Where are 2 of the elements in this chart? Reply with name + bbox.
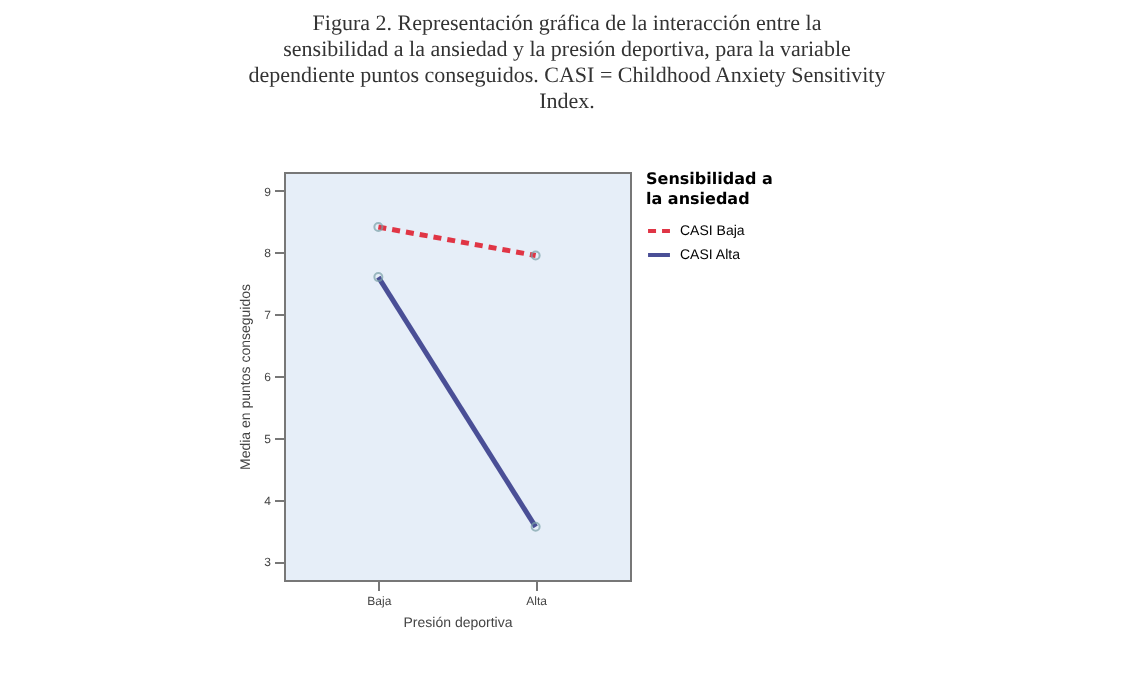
chart-title: Figura 2. Representación gráfica de la interacción entre la sensibilidad a la ansiedad y la presión deportiva, para la variable dependiente puntos conseguidos. CASI = Childhood Anxiety Sensitivity Index. [248,12,887,114]
legend-title: Sensibilidad a la ansiedad [646,170,773,208]
